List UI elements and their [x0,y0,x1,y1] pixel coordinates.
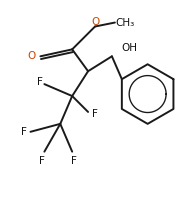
Text: F: F [21,127,27,137]
Text: O: O [27,51,35,61]
Text: OH: OH [122,43,138,53]
Text: F: F [71,156,77,166]
Text: O: O [91,17,99,27]
Text: CH₃: CH₃ [115,18,134,28]
Text: F: F [36,77,42,87]
Text: F: F [39,156,45,166]
Text: F: F [92,109,98,119]
